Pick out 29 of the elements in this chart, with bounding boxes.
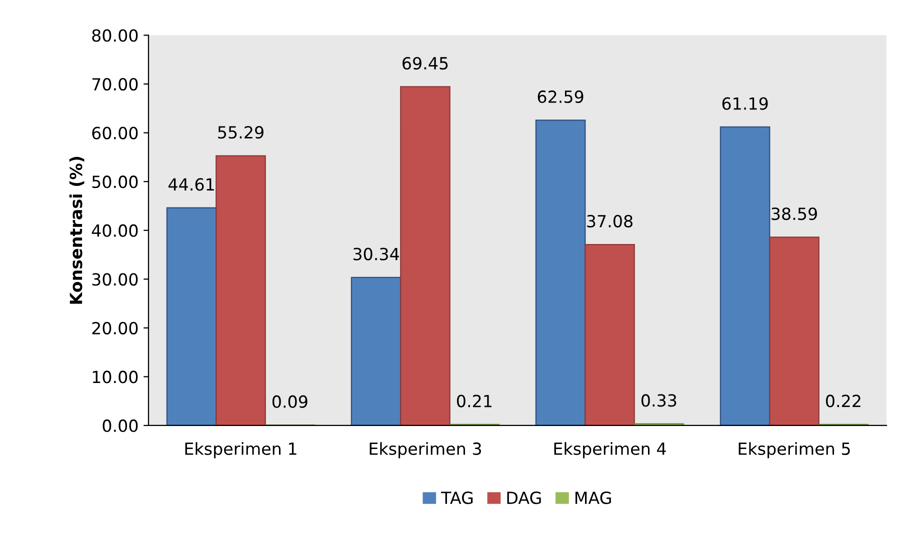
data-label: 30.34 xyxy=(353,248,399,260)
data-label: 55.29 xyxy=(218,126,264,139)
y-tick-label: 40.00 xyxy=(92,224,138,237)
y-tick-label: 50.00 xyxy=(92,176,138,188)
y-tick-label: 10.00 xyxy=(92,370,138,384)
data-label: 61.19 xyxy=(722,97,768,110)
data-label: 0.21 xyxy=(456,394,492,408)
data-label: 44.61 xyxy=(168,178,214,191)
data-label: 0.22 xyxy=(826,394,860,408)
data-label: 38.59 xyxy=(772,208,817,220)
data-label: 0.33 xyxy=(641,394,676,407)
y-tick-label: 30.00 xyxy=(92,273,138,286)
data-label: 69.45 xyxy=(402,56,448,70)
data-label: 37.08 xyxy=(587,214,632,228)
y-axis-title: Konsentrasi (%) xyxy=(69,156,84,304)
x-tick-label: Eksperimen 4 xyxy=(554,442,666,458)
y-tick-label: 70.00 xyxy=(92,78,138,91)
y-tick-label: 0.00 xyxy=(102,419,138,432)
y-tick-label: 60.00 xyxy=(92,126,138,140)
x-tick-label: Eksperimen 3 xyxy=(370,442,481,458)
data-label: 0.09 xyxy=(272,395,308,408)
legend-label: MAG xyxy=(576,491,611,504)
y-tick-label: 20.00 xyxy=(92,322,138,334)
legend-label: TAG xyxy=(441,491,473,504)
x-tick-label: Eksperimen 5 xyxy=(738,442,850,458)
y-tick-label: 80.00 xyxy=(92,29,138,42)
legend-label: DAG xyxy=(507,491,541,504)
data-label: 62.59 xyxy=(538,90,584,104)
x-tick-label: Eksperimen 1 xyxy=(185,442,296,458)
